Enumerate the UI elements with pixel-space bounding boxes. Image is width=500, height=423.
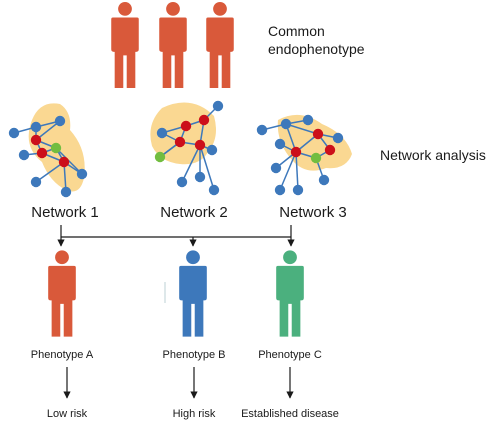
network-3-label: Network 3 <box>279 204 347 221</box>
networks-group <box>8 100 352 198</box>
network-node <box>174 136 186 148</box>
network-2-graph <box>150 100 224 196</box>
phenotype-c-label: Phenotype C <box>258 349 322 361</box>
person-icon-phenotype-c <box>276 250 304 337</box>
network-edge <box>295 151 299 191</box>
network-node <box>36 147 48 159</box>
network-node <box>176 176 188 188</box>
network-node <box>302 114 314 126</box>
person-icon-top-3 <box>206 2 234 88</box>
network-node <box>212 100 224 112</box>
network-node <box>332 132 344 144</box>
network-node <box>198 114 210 126</box>
network-1-graph <box>8 103 88 198</box>
network-node <box>76 168 88 180</box>
outcome-established-disease: Established disease <box>241 408 339 420</box>
network-node <box>30 121 42 133</box>
common-endophenotype-label: Common endophenotype <box>268 23 365 57</box>
network-node <box>270 162 282 174</box>
network-node <box>274 184 286 196</box>
network-node <box>208 184 220 196</box>
outcome-high-risk: High risk <box>173 408 216 420</box>
network-edge <box>285 123 319 135</box>
network-edge <box>181 144 201 183</box>
network-node <box>318 174 330 186</box>
person-icon-top-2 <box>159 2 187 88</box>
top-people-group <box>111 2 234 88</box>
network-node <box>8 127 20 139</box>
network-node <box>156 127 168 139</box>
connector-lines <box>57 225 295 247</box>
network-edge <box>35 161 65 183</box>
person-icon-phenotype-a <box>48 250 76 337</box>
network-node <box>30 134 42 146</box>
network-edge <box>199 144 215 191</box>
network-node <box>256 124 268 136</box>
person-icon-top-1 <box>111 2 139 88</box>
network-node <box>310 152 322 164</box>
network-1-label: Network 1 <box>31 204 99 221</box>
network-node <box>30 176 42 188</box>
network-node <box>312 128 324 140</box>
outcome-low-risk: Low risk <box>47 408 88 420</box>
network-node <box>50 142 62 154</box>
network-node <box>206 144 218 156</box>
phenotype-a-label: Phenotype A <box>31 349 94 361</box>
phenotype-b-label: Phenotype B <box>163 349 226 361</box>
network-node <box>60 186 72 198</box>
network-node <box>194 171 206 183</box>
network-node <box>58 156 70 168</box>
network-2-label: Network 2 <box>160 204 228 221</box>
network-node <box>290 146 302 158</box>
network-node <box>194 139 206 151</box>
network-edge <box>279 151 297 191</box>
network-node <box>280 118 292 130</box>
network-analysis-label: Network analysis <box>380 147 486 163</box>
person-icon-phenotype-b <box>179 250 207 337</box>
network-node <box>18 149 30 161</box>
network-3-graph <box>256 114 352 196</box>
network-node <box>274 138 286 150</box>
network-node <box>180 120 192 132</box>
network-node <box>54 115 66 127</box>
network-node <box>154 151 166 163</box>
network-node <box>292 184 304 196</box>
network-node <box>324 144 336 156</box>
